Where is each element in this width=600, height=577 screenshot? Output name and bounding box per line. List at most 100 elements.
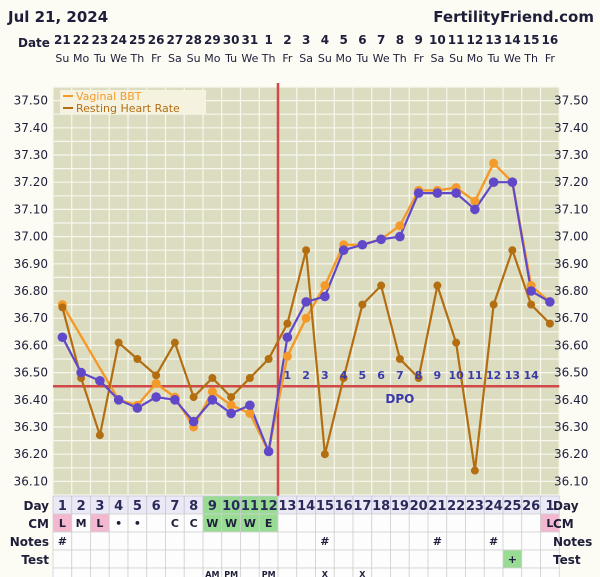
- test-cell: [390, 549, 410, 569]
- test-cell: [371, 549, 391, 569]
- overlay-point: [470, 204, 480, 215]
- day-number: 17: [353, 499, 371, 514]
- extra-cell: [465, 567, 485, 577]
- cm-cell: [408, 513, 429, 533]
- notes-value: #: [320, 535, 329, 548]
- y-tick-label-left: 36.10: [14, 474, 48, 488]
- heart-rate-point: [358, 300, 367, 309]
- date-label: 24: [110, 33, 127, 47]
- cm-cell: [146, 513, 166, 533]
- cm-value: •: [134, 517, 141, 530]
- day-number: 19: [391, 499, 409, 514]
- weekday-label: Su: [55, 52, 69, 65]
- y-tick-label-left: 36.20: [14, 447, 48, 461]
- notes-cell: [221, 531, 241, 551]
- notes-cell: [352, 531, 373, 551]
- test-cell: [333, 549, 354, 569]
- weekday-label: Tu: [355, 52, 368, 65]
- notes-cell: [390, 531, 410, 551]
- day-number: 3: [95, 499, 104, 514]
- day-number: 21: [428, 499, 446, 514]
- header-date: Jul 21, 2024: [7, 8, 108, 26]
- y-tick-label-right: 37.50: [554, 94, 588, 108]
- y-tick-label-left: 36.30: [14, 420, 48, 434]
- overlay-point: [207, 395, 218, 405]
- test-cell: [165, 549, 185, 569]
- extra-cell: [315, 567, 335, 577]
- dpo-number: 14: [523, 369, 539, 382]
- day-number: 1: [545, 499, 554, 514]
- cm-value: C: [171, 517, 179, 530]
- day-number: 13: [278, 499, 296, 514]
- date-label: 4: [321, 33, 329, 47]
- y-tick-label-left: 36.70: [14, 311, 48, 325]
- y-tick-label-right: 37.10: [554, 202, 588, 216]
- overlay-point: [507, 177, 518, 187]
- row-label-left: CM: [28, 517, 49, 531]
- y-tick-label-left: 36.40: [14, 393, 48, 407]
- date-label: 5: [339, 33, 347, 47]
- test-cell: [408, 549, 429, 569]
- cm-value: M: [76, 517, 87, 530]
- extra-cell: [277, 567, 298, 577]
- test-cell: [202, 549, 223, 569]
- overlay-point: [170, 395, 180, 405]
- overlay-point: [395, 231, 405, 242]
- vaginal-bbt-point: [489, 158, 499, 168]
- date-label: 28: [185, 33, 202, 47]
- legend-box: [60, 90, 206, 114]
- y-tick-label-left: 36.60: [14, 338, 48, 352]
- day-number: 10: [222, 499, 240, 514]
- heart-rate-point: [133, 355, 142, 363]
- test-cell: [240, 549, 260, 569]
- extra-cell: [408, 567, 429, 577]
- dpo-number: 7: [396, 369, 404, 382]
- day-number: 15: [316, 499, 334, 514]
- vaginal-bbt-point: [395, 221, 405, 231]
- day-number: 2: [77, 499, 86, 514]
- y-tick-label-left: 37.00: [14, 230, 48, 244]
- weekday-label: We: [110, 52, 127, 65]
- test-cell: [483, 549, 504, 569]
- extra-value: X: [322, 570, 329, 577]
- extra-cell: [390, 567, 410, 577]
- vaginal-bbt-point: [226, 400, 236, 410]
- notes-cell: [146, 531, 166, 551]
- y-tick-label-left: 37.50: [14, 94, 48, 108]
- heart-rate-point: [433, 281, 442, 290]
- overlay-point: [526, 286, 536, 296]
- weekday-label: Tu: [224, 52, 237, 65]
- extra-cell: [296, 567, 316, 577]
- date-label: 14: [504, 33, 521, 47]
- vaginal-bbt-point: [301, 313, 311, 323]
- day-number: 22: [447, 499, 465, 514]
- extra-cell: [502, 567, 523, 577]
- notes-cell: [465, 531, 485, 551]
- test-cell: [258, 549, 279, 569]
- heart-rate-point: [527, 300, 536, 309]
- test-cell: [315, 549, 335, 569]
- cm-cell: [390, 513, 410, 533]
- test-cell: [108, 549, 129, 569]
- date-label: 25: [129, 33, 146, 47]
- date-label: 15: [523, 33, 540, 47]
- extra-cell: [540, 567, 560, 577]
- dpo-number: 5: [359, 369, 367, 382]
- row-label-right: Day: [553, 499, 579, 513]
- weekday-label: Th: [261, 52, 276, 65]
- test-cell: [183, 549, 204, 569]
- date-label: 11: [448, 33, 465, 47]
- date-label: 1: [264, 33, 272, 47]
- cm-cell: [315, 513, 335, 533]
- weekday-label: We: [241, 52, 258, 65]
- cm-cell: [446, 513, 466, 533]
- date-row-label: Date: [18, 36, 50, 50]
- heart-rate-point: [58, 303, 67, 312]
- extra-cell: [127, 567, 148, 577]
- vaginal-bbt-point: [245, 408, 255, 418]
- y-tick-label-right: 36.40: [554, 393, 588, 407]
- y-tick-label-right: 37.20: [554, 175, 588, 189]
- cm-cell: [502, 513, 523, 533]
- extra-cell: [427, 567, 448, 577]
- y-tick-label-right: 36.70: [554, 311, 588, 325]
